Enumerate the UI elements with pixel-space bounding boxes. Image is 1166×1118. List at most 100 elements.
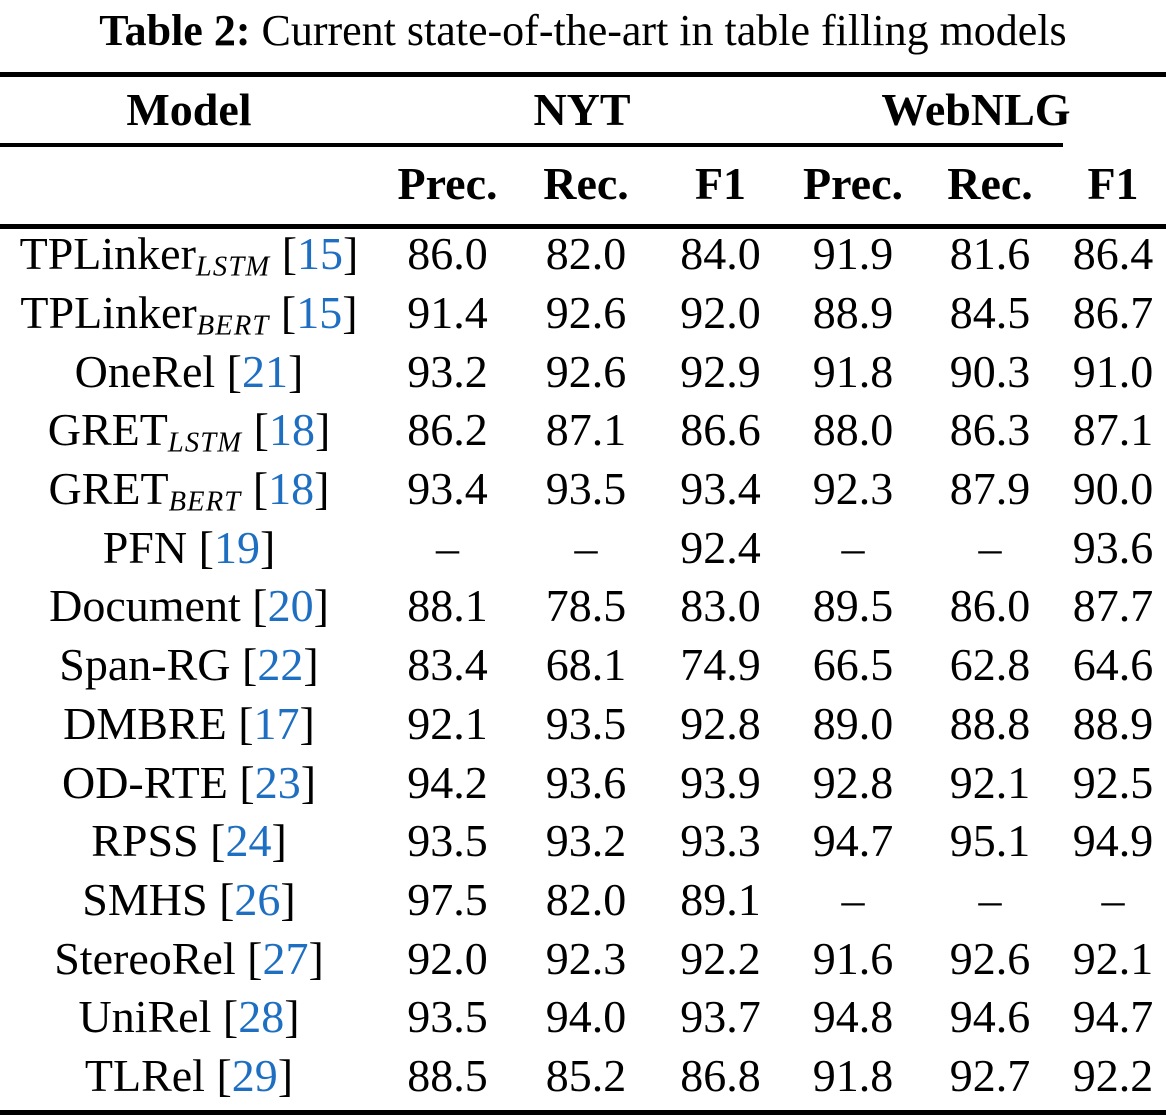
citation-link[interactable]: 20 bbox=[267, 580, 314, 632]
value-cell: 92.2 bbox=[1072, 1049, 1154, 1101]
table-row: PFN [19] – – 92.4 – – 93.6 bbox=[0, 518, 1166, 577]
value-cell: 90.0 bbox=[1072, 463, 1154, 515]
value-cell: 92.1 bbox=[1072, 932, 1154, 984]
citation-link[interactable]: 24 bbox=[225, 815, 272, 867]
model-cell: UniRel [28] bbox=[0, 988, 378, 1047]
caption-text: Current state-of-the-art in table fillin… bbox=[261, 6, 1067, 55]
cite-bracket-close: ] bbox=[284, 991, 300, 1043]
model-cell: OneRel [21] bbox=[0, 342, 378, 401]
value-cell: 82.0 bbox=[545, 873, 627, 925]
results-table: Model NYT WebNLG Prec. Rec. F1 Prec. Rec… bbox=[0, 77, 1166, 1105]
citation-link[interactable]: 18 bbox=[268, 463, 315, 515]
rule-top bbox=[0, 72, 1166, 77]
model-cell: DMBRE [17] bbox=[0, 695, 378, 754]
model-cell: TPLinkerBERT [15] bbox=[0, 284, 378, 343]
citation-link[interactable]: 15 bbox=[297, 228, 344, 280]
value-cell: 94.0 bbox=[545, 991, 627, 1043]
citation-link[interactable]: 23 bbox=[254, 756, 301, 808]
value-cell: 95.1 bbox=[949, 815, 1031, 867]
value-cell: 91.4 bbox=[407, 287, 488, 339]
cite-bracket-open: [ bbox=[239, 756, 255, 808]
model-name: GRET bbox=[48, 463, 169, 515]
model-subscript: LSTM bbox=[167, 427, 243, 459]
citation-link[interactable]: 19 bbox=[213, 521, 260, 573]
value-cell: 94.7 bbox=[1072, 991, 1154, 1043]
cite-bracket-close: ] bbox=[313, 580, 329, 632]
citation-link[interactable]: 18 bbox=[268, 404, 315, 456]
value-cell: 86.3 bbox=[949, 404, 1031, 456]
citation-link[interactable]: 27 bbox=[262, 932, 309, 984]
cite-bracket-close: ] bbox=[308, 932, 324, 984]
cite-bracket-close: ] bbox=[300, 756, 317, 808]
cite-bracket-open: [ bbox=[242, 639, 258, 691]
caption-label: Table 2: bbox=[99, 6, 251, 55]
value-cell: 83.0 bbox=[680, 580, 761, 632]
model-name: TPLinker bbox=[19, 228, 196, 280]
model-name: TPLinker bbox=[20, 287, 197, 339]
value-cell: 97.5 bbox=[407, 873, 488, 925]
column-header-webnlg-prec: Prec. bbox=[802, 158, 904, 209]
value-cell: 83.4 bbox=[407, 639, 488, 691]
value-cell: 94.6 bbox=[949, 991, 1031, 1043]
value-cell: 88.8 bbox=[949, 697, 1031, 749]
cite-bracket-close: ] bbox=[342, 287, 358, 339]
table-row: TLRel [29] 88.5 85.2 86.8 91.8 92.7 92.2 bbox=[0, 1047, 1166, 1106]
value-cell: 93.6 bbox=[1072, 521, 1154, 573]
citation-link[interactable]: 29 bbox=[231, 1049, 278, 1101]
cite-bracket-close: ] bbox=[314, 404, 331, 456]
model-subscript: BERT bbox=[196, 310, 270, 342]
value-cell: 66.5 bbox=[812, 639, 894, 691]
model-name: OneRel bbox=[74, 345, 216, 397]
table-row: Document [20] 88.1 78.5 83.0 89.5 86.0 8… bbox=[0, 577, 1166, 636]
citation-link[interactable]: 28 bbox=[238, 991, 285, 1043]
model-name: UniRel bbox=[78, 991, 212, 1043]
value-cell: 89.0 bbox=[812, 697, 894, 749]
value-cell: 93.7 bbox=[680, 991, 761, 1043]
table-row: DMBRE [17] 92.1 93.5 92.8 89.0 88.8 88.9 bbox=[0, 695, 1166, 754]
value-cell: 90.3 bbox=[949, 345, 1031, 397]
value-cell: 93.5 bbox=[407, 815, 488, 867]
column-header-nyt-rec: Rec. bbox=[543, 158, 629, 209]
value-cell: 93.5 bbox=[545, 463, 627, 515]
model-cell: StereoRel [27] bbox=[0, 929, 378, 988]
table-row: GRETLSTM [18] 86.2 87.1 86.6 88.0 86.3 8… bbox=[0, 401, 1166, 460]
value-cell: 87.7 bbox=[1072, 580, 1154, 632]
value-cell: 93.5 bbox=[407, 991, 488, 1043]
cite-bracket-open: [ bbox=[253, 404, 269, 456]
cite-bracket-open: [ bbox=[252, 580, 268, 632]
table-row: GRETBERT [18] 93.4 93.5 93.4 92.3 87.9 9… bbox=[0, 460, 1166, 519]
column-header-nyt-prec: Prec. bbox=[397, 158, 498, 209]
table-row: OneRel [21] 93.2 92.6 92.9 91.8 90.3 91.… bbox=[0, 342, 1166, 401]
model-name: TLRel bbox=[84, 1049, 205, 1101]
model-cell: PFN [19] bbox=[0, 518, 378, 577]
table-caption: Table 2: Current state-of-the-art in tab… bbox=[0, 2, 1166, 60]
citation-link[interactable]: 21 bbox=[242, 345, 288, 397]
cite-bracket-open: [ bbox=[226, 345, 242, 397]
table-row: TPLinkerBERT [15] 91.4 92.6 92.0 88.9 84… bbox=[0, 284, 1166, 343]
citation-link[interactable]: 22 bbox=[257, 639, 304, 691]
value-cell: 87.1 bbox=[1072, 404, 1154, 456]
value-cell: 86.4 bbox=[1072, 228, 1154, 280]
citation-link[interactable]: 26 bbox=[234, 873, 281, 925]
value-cell: 93.4 bbox=[407, 463, 488, 515]
citation-link[interactable]: 15 bbox=[296, 287, 343, 339]
value-cell: 92.9 bbox=[680, 345, 761, 397]
value-cell: 89.1 bbox=[680, 873, 761, 925]
group-header-row: Model NYT WebNLG bbox=[0, 77, 1166, 143]
cite-bracket-close: ] bbox=[271, 815, 287, 867]
value-cell: 93.4 bbox=[680, 463, 761, 515]
value-cell: 88.1 bbox=[407, 580, 488, 632]
value-cell: 92.5 bbox=[1072, 756, 1154, 808]
value-cell: 92.1 bbox=[407, 697, 488, 749]
value-cell: 87.1 bbox=[545, 404, 627, 456]
value-cell: 84.5 bbox=[949, 287, 1031, 339]
value-cell: 92.8 bbox=[812, 756, 894, 808]
column-group-nyt: NYT bbox=[533, 84, 631, 135]
value-cell: 88.5 bbox=[407, 1049, 488, 1101]
metric-header-row: Prec. Rec. F1 Prec. Rec. F1 bbox=[0, 143, 1166, 225]
citation-link[interactable]: 17 bbox=[253, 697, 300, 749]
value-cell: 78.5 bbox=[545, 580, 627, 632]
value-cell: 92.1 bbox=[949, 756, 1031, 808]
value-cell: 92.7 bbox=[949, 1049, 1031, 1101]
